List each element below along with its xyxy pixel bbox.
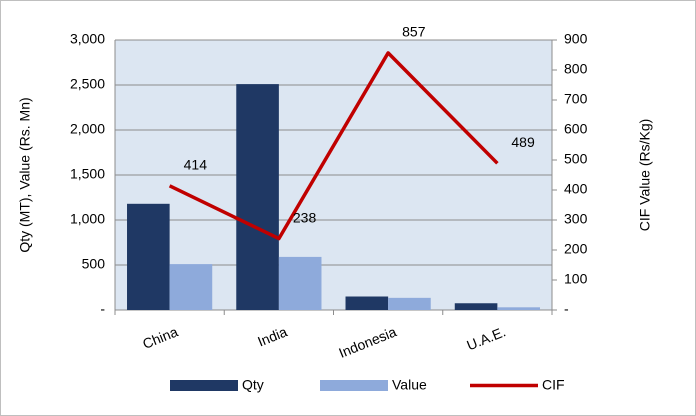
data-label: 857 [402,24,426,40]
y2-tick-label: 600 [564,121,588,137]
data-label: 489 [511,134,535,150]
y-tick-label: 1,000 [70,211,105,227]
legend-label: Value [392,377,427,393]
legend-label: Qty [242,377,264,393]
y2-tick-label: 300 [564,211,588,227]
legend-swatch [170,380,238,391]
bar [454,303,498,310]
y2-tick-label: - [564,301,569,317]
legend-label: CIF [542,377,565,393]
data-label: 414 [184,157,208,173]
legend-swatch [320,380,388,391]
y2-tick-label: 700 [564,91,588,107]
bar [345,296,389,310]
bar [497,307,540,310]
y-tick-label: 500 [82,256,106,272]
y2-axis-label: CIF Value (Rs/Kg) [637,119,653,232]
line-series [168,51,499,241]
y2-tick-label: 500 [564,151,588,167]
y2-tick-label: 200 [564,241,588,257]
y2-tick-label: 900 [564,31,588,47]
bar [236,84,279,310]
y-tick-label: 2,500 [70,76,105,92]
bar [169,264,213,310]
y-axis-label: Qty (MT), Value (Rs. Mn) [17,97,33,252]
bar [388,297,431,310]
y-tick-label: - [100,301,105,317]
y2-tick-label: 100 [564,271,588,287]
y-tick-label: 3,000 [70,31,105,47]
y-tick-label: 1,500 [70,166,105,182]
bar [127,203,170,310]
data-label: 238 [293,209,317,225]
y2-tick-label: 400 [564,181,588,197]
y-tick-label: 2,000 [70,121,105,137]
bar [278,256,322,310]
y2-tick-label: 800 [564,61,588,77]
